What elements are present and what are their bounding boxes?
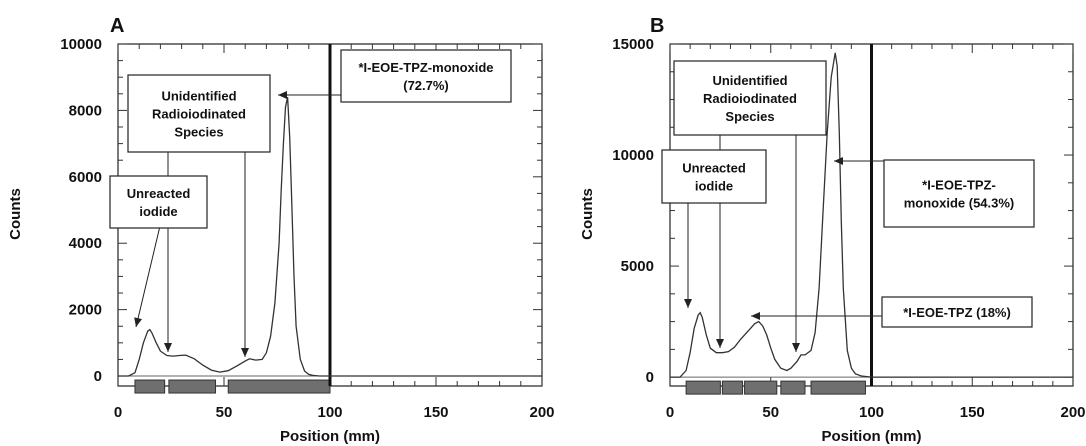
annotation-frame <box>340 49 512 103</box>
annotation-text: iodide <box>695 179 733 194</box>
x-tick-label: 100 <box>859 404 884 421</box>
annotation-arrows <box>684 135 884 352</box>
lane-segment <box>744 380 778 395</box>
x-tick-label: 150 <box>960 404 985 421</box>
x-tick-label: 200 <box>529 404 554 421</box>
y-tick-label: 10000 <box>60 36 102 53</box>
y-tick-label: 2000 <box>69 302 102 319</box>
x-tick-label: 150 <box>423 404 448 421</box>
annotation-text: Species <box>725 109 774 124</box>
y-tick-label: 0 <box>646 369 654 386</box>
annotation-box: *I-EOE-TPZ-monoxide (54.3%) <box>883 159 1035 228</box>
annotation-box: Unreacted iodide <box>109 175 208 229</box>
annotation-text: iodide <box>139 204 177 219</box>
annotation-box: Unreacted iodide <box>661 149 767 204</box>
x-tick-label: 200 <box>1060 404 1085 421</box>
lane-segment <box>685 380 721 395</box>
annotation-text: Radioiodinated <box>152 107 246 122</box>
annotation-text: (72.7%) <box>403 78 449 93</box>
lane-segment <box>227 379 331 394</box>
x-axis-label: Position (mm) <box>280 428 380 445</box>
y-tick-label: 15000 <box>612 36 654 53</box>
annotation-text: Radioiodinated <box>703 91 797 106</box>
annotation-box: Unidentified Radioiodinated Species <box>127 74 271 153</box>
annotation-box: Unidentified Radioiodinated Species <box>673 60 827 136</box>
lane-segment <box>721 380 744 395</box>
annotation-box: *I-EOE-TPZ-monoxide (72.7%) <box>340 49 512 103</box>
y-axis-label: Counts <box>579 188 596 240</box>
annotation-text: Species <box>174 125 223 140</box>
annotation-frame <box>127 74 271 153</box>
y-axis-label: Counts <box>7 188 24 240</box>
annotation-arrowhead <box>834 157 843 165</box>
lane-segment <box>134 379 166 394</box>
x-tick-label: 0 <box>114 404 122 421</box>
annotation-frame <box>109 175 208 229</box>
y-tick-label: 6000 <box>69 169 102 186</box>
series-line <box>670 52 1073 378</box>
annotation-text: *I-EOE-TPZ (18%) <box>903 305 1011 320</box>
x-tick-label: 50 <box>216 404 233 421</box>
annotation-text: Unidentified <box>712 73 787 88</box>
y-tick-label: 10000 <box>612 147 654 164</box>
y-tick-label: 5000 <box>621 258 654 275</box>
annotation-arrowhead <box>241 348 249 357</box>
annotation-arrowhead <box>792 343 800 352</box>
annotation-box: *I-EOE-TPZ (18%) <box>881 296 1033 328</box>
y-tick-label: 8000 <box>69 102 102 119</box>
annotation-arrowhead <box>684 299 692 308</box>
minor-ticks <box>117 43 543 386</box>
annotation-arrowhead <box>164 343 172 352</box>
x-axis-label: Position (mm) <box>822 428 922 445</box>
annotation-arrowhead <box>751 312 760 320</box>
chart-panel-b: 0 50 100 150 200 0 5000 10000 15000 Position (mm)… <box>579 15 1086 445</box>
annotation-text: *I-EOE-TPZ- <box>922 178 996 193</box>
annotation-arrow-line <box>135 225 161 328</box>
annotation-text: Unreacted <box>127 186 191 201</box>
panel-letter: A <box>110 15 124 37</box>
x-tick-label: 50 <box>762 404 779 421</box>
y-tick-label: 0 <box>94 368 102 385</box>
panel-letter: B <box>650 15 664 37</box>
annotation-frame <box>883 159 1035 228</box>
series-line <box>118 96 542 377</box>
annotation-text: monoxide (54.3%) <box>904 196 1015 211</box>
annotation-arrowhead <box>278 91 287 99</box>
lane-segment <box>810 380 866 395</box>
lane-segment <box>168 379 217 394</box>
y-tick-label: 4000 <box>69 235 102 252</box>
lane-segment <box>780 380 806 395</box>
annotation-frame <box>673 60 827 136</box>
annotation-frame <box>881 296 1033 328</box>
annotation-arrowhead <box>716 339 724 348</box>
annotation-frame <box>661 149 767 204</box>
x-tick-label: 100 <box>317 404 342 421</box>
x-tick-label: 0 <box>666 404 674 421</box>
chart-panel-a: 0 50 100 150 2000200040006000800010000Positi… <box>7 15 555 445</box>
annotation-arrowhead <box>134 317 142 327</box>
annotation-text: Unidentified <box>161 89 236 104</box>
annotation-text: *I-EOE-TPZ-monoxide <box>358 60 493 75</box>
annotation-text: Unreacted <box>682 161 746 176</box>
